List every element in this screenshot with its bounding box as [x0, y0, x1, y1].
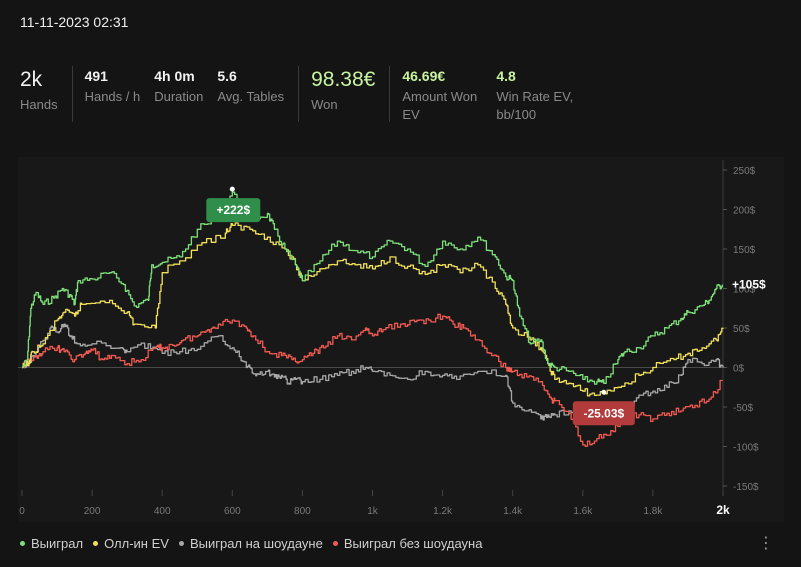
y-tick-label: 200$	[733, 206, 756, 217]
y-tick-label: -50$	[733, 403, 753, 414]
stat-value: 5.6	[217, 68, 237, 84]
stat-value: 46.69€	[402, 68, 446, 84]
x-tick-label: 2k	[716, 503, 730, 517]
legend-label: Выиграл на шоудауне	[189, 536, 323, 551]
kebab-menu-icon[interactable]: ⋮	[758, 535, 774, 552]
divider	[71, 66, 73, 122]
stat-value: 2k	[20, 68, 43, 91]
x-tick-label: 600	[224, 506, 241, 517]
x-tick-label: 800	[294, 506, 311, 517]
y-tick-label: 250$	[733, 166, 756, 177]
stat-label: Hands / h	[84, 89, 141, 104]
legend-item-showdown[interactable]: Выиграл на шоудауне	[178, 536, 323, 551]
stat-label: Win Rate EV, bb/100	[496, 89, 574, 122]
y-tick-label: -100$	[733, 443, 759, 454]
stat-avg-tables: 5.6 Avg. Tables	[217, 68, 284, 106]
x-tick-label: 1k	[367, 506, 379, 517]
x-tick-label: 1.8k	[643, 506, 663, 517]
chart-legend: Выиграл Олл-ин EV Выиграл на шоудауне Вы…	[20, 536, 492, 551]
divider	[389, 66, 391, 122]
session-datetime: 11-11-2023 02:31	[20, 14, 129, 30]
legend-label: Выиграл	[31, 536, 84, 551]
legend-dot-icon	[332, 541, 338, 546]
stat-value: 98.38€	[311, 68, 376, 91]
stat-label: Won	[311, 97, 338, 112]
low-badge	[572, 401, 635, 426]
stat-label: Amount Won EV	[402, 89, 478, 122]
legend-item-allin-ev[interactable]: Олл-ин EV	[93, 536, 169, 551]
series-line-0	[22, 191, 723, 385]
low-marker	[601, 389, 607, 395]
stat-hands-per-hour: 491 Hands / h	[85, 68, 141, 106]
x-tick-label: 1.6k	[573, 506, 593, 517]
divider	[298, 66, 300, 122]
y-tick-label: -150$	[733, 482, 759, 493]
y-tick-label: 100$	[733, 285, 756, 296]
legend-label: Олл-ин EV	[104, 536, 169, 551]
x-tick-label: 1.2k	[433, 506, 453, 517]
legend-item-non-showdown[interactable]: Выиграл без шоудауна	[332, 536, 483, 551]
series-line-3	[22, 313, 723, 447]
y-tick-label: 150$	[733, 245, 756, 256]
legend-item-won[interactable]: Выиграл	[20, 536, 83, 551]
stat-win-rate-ev: 4.8 Win Rate EV, bb/100	[496, 68, 586, 124]
y-tick-label: 50$	[733, 324, 750, 335]
series-line-1	[22, 222, 724, 397]
stat-hands: 2k Hands	[20, 68, 58, 114]
stat-label: Duration	[154, 89, 204, 104]
stat-value: 4.8	[496, 68, 516, 84]
x-tick-label: 400	[154, 506, 171, 517]
x-tick-label: 200	[84, 506, 101, 517]
stat-label: Hands	[20, 97, 58, 112]
final-value-label: +105$	[732, 278, 766, 292]
x-tick-label: 1.4k	[503, 506, 523, 517]
y-tick-label: 0$	[733, 364, 745, 375]
stat-value: 491	[84, 68, 108, 84]
stat-amount-won-ev: 46.69€ Amount Won EV	[402, 68, 482, 124]
stat-duration: 4h 0m Duration	[154, 68, 203, 106]
stat-value: 4h 0m	[154, 68, 195, 84]
legend-dot-icon	[20, 541, 25, 546]
chart-panel	[18, 157, 784, 522]
legend-label: Выиграл без шоудауна	[343, 536, 483, 551]
x-tick-label: 0	[19, 506, 25, 517]
peak-badge-label: +222$	[216, 203, 250, 217]
peak-badge	[206, 198, 261, 223]
peak-marker	[229, 186, 235, 192]
session-stats: 2k Hands 491 Hands / h 4h 0m Duration 5.…	[20, 66, 600, 124]
low-badge-label: -25.03$	[583, 406, 624, 420]
stat-label: Avg. Tables	[217, 89, 285, 104]
legend-dot-icon	[93, 541, 99, 546]
legend-dot-icon	[178, 541, 184, 546]
stat-won: 98.38€ Won	[311, 68, 375, 114]
